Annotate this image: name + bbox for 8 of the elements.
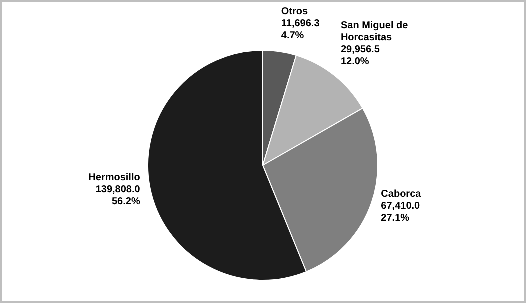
slice-label: San Miguel de Horcasitas [340,20,409,44]
data-label: 11,696.3 4.7% [281,18,320,42]
data-label: 139,808.0 56.2% [96,184,141,208]
data-label: 29,956.5 12.0% [340,44,380,68]
slice-label: Hermosillo [88,172,140,184]
slice-label: Caborca [381,188,422,200]
data-label: 67,410.0 27.1% [381,200,421,224]
slice-label: Otros [281,6,308,18]
